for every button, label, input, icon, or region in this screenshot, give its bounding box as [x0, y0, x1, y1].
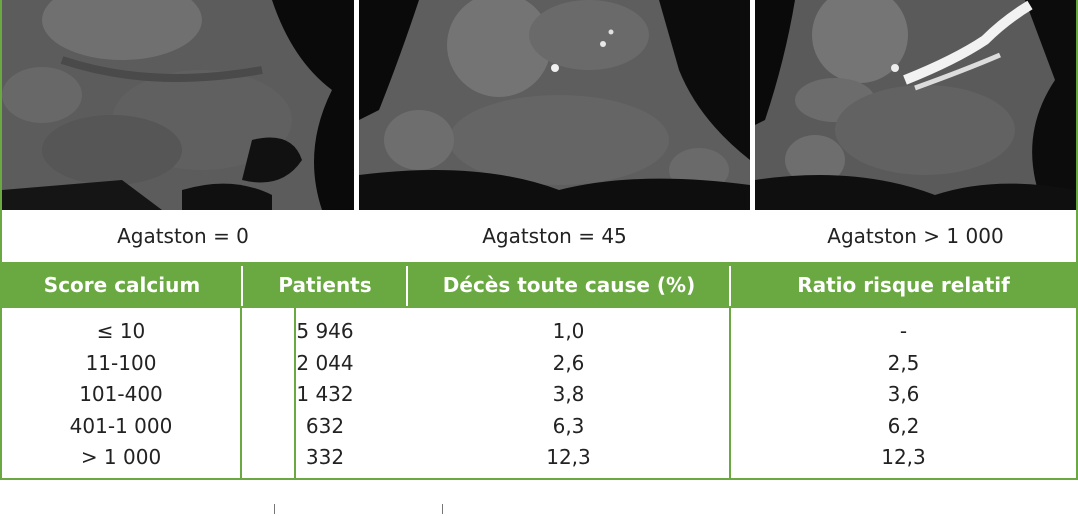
footnote-tick [274, 504, 275, 514]
table-cell: 332 [305, 445, 345, 469]
table-body: ≤ 10 11-100 101-400 401-1 000 > 1 000 5 … [2, 308, 1076, 478]
table-cell: 3,6 [887, 382, 920, 406]
table-cell: 632 [305, 413, 345, 438]
table-cell: 2,6 [552, 350, 585, 375]
table-cell: 1,0 [552, 319, 585, 343]
column-deces: 1,0 2,6 3,8 6,3 12,3 [408, 316, 729, 474]
table-cell: - [899, 319, 908, 343]
table-cell: 12,3 [546, 445, 591, 469]
ct-scan-strip [2, 0, 1076, 210]
table-cell: 6,2 [887, 413, 920, 438]
caption-scan-1: Agatston = 0 [117, 224, 249, 248]
table-cell: 6,3 [552, 413, 585, 438]
table-cell: 101-400 [79, 382, 163, 406]
column-divider [294, 308, 296, 478]
table-cell: 1 432 [296, 382, 354, 406]
ct-scan-image-3 [755, 0, 1076, 210]
column-divider [240, 308, 242, 478]
header-deces: Décès toute cause (%) [442, 273, 696, 297]
column-divider [729, 308, 731, 478]
table-cell: > 1 000 [80, 445, 162, 469]
column-patients: 5 946 2 044 1 432 632 332 [242, 316, 408, 474]
caption-scan-3: Agatston > 1 000 [827, 224, 1004, 248]
footnote-marks [270, 504, 450, 514]
table-header: Score calcium Patients Décès toute cause… [2, 262, 1076, 308]
header-divider [406, 266, 408, 306]
table-cell: 5 946 [296, 319, 354, 343]
header-divider [729, 266, 731, 306]
ct-scan-image-1 [2, 0, 354, 210]
table-cell: 3,8 [552, 382, 585, 406]
ct-scan-image-2 [359, 0, 750, 210]
header-patients: Patients [278, 273, 372, 297]
table-cell: 2,5 [887, 350, 920, 375]
table-cell: 12,3 [881, 445, 926, 469]
header-score-calcium: Score calcium [43, 273, 201, 297]
header-divider [241, 266, 243, 306]
figure-frame: Agatston = 0 Agatston = 45 Agatston > 1 … [0, 0, 1078, 480]
caption-row: Agatston = 0 Agatston = 45 Agatston > 1 … [2, 210, 1076, 262]
caption-scan-2: Agatston = 45 [482, 224, 627, 248]
column-score-calcium: ≤ 10 11-100 101-400 401-1 000 > 1 000 [2, 316, 240, 474]
table-cell: 2 044 [296, 350, 354, 375]
table-cell: ≤ 10 [96, 319, 146, 343]
footnote-tick [442, 504, 443, 514]
header-ratio-risque: Ratio risque relatif [797, 273, 1010, 297]
table-cell: 11-100 [85, 350, 157, 375]
table-cell: 401-1 000 [69, 413, 173, 438]
column-ratio-risque: - 2,5 3,6 6,2 12,3 [731, 316, 1076, 474]
